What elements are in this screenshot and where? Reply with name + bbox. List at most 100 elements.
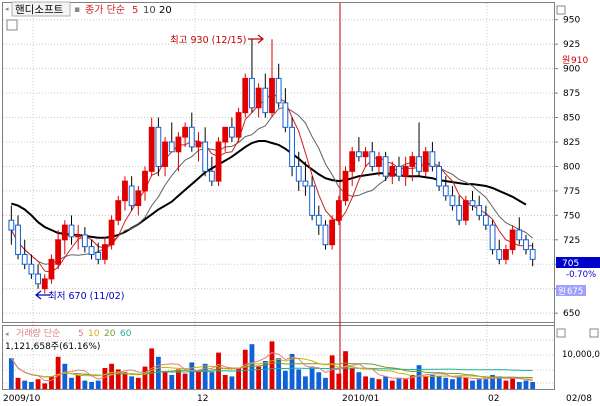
- candle-body: [255, 87, 262, 109]
- volume-bar: [229, 376, 235, 389]
- candle-body: [416, 156, 422, 172]
- candle-body: [135, 190, 142, 207]
- x-tick-label: 2009/10: [3, 394, 41, 404]
- candle-body: [102, 244, 108, 260]
- candle-body: [489, 224, 496, 251]
- volume-bar: [443, 377, 449, 389]
- y-tick-label: 800: [563, 162, 580, 172]
- volume-bar: [242, 349, 248, 389]
- candle-body: [315, 214, 322, 226]
- volume-bar: [470, 380, 475, 389]
- candle-body: [322, 224, 329, 246]
- volume-bar: [416, 365, 422, 389]
- candle-body: [28, 263, 35, 275]
- volume-bar: [22, 380, 28, 389]
- volume-bar: [49, 376, 54, 389]
- candle-body: [469, 200, 476, 207]
- volume-bar: [162, 372, 168, 389]
- current-price-box: [556, 257, 600, 268]
- candle-body: [355, 151, 362, 158]
- volume-arrow: ◂: [5, 330, 9, 338]
- volume-bar: [289, 354, 295, 389]
- volume-bar: [182, 373, 188, 389]
- candle-body: [436, 165, 442, 187]
- candles: [8, 39, 536, 294]
- high-annotation: 최고 930 (12/15): [170, 35, 246, 46]
- vma-period-5: 5: [78, 329, 84, 339]
- candle-body: [61, 224, 68, 241]
- volume-bar: [336, 373, 342, 389]
- candle-body: [456, 205, 463, 221]
- volume-bar: [403, 379, 409, 389]
- low-annotation: 최저 670 (11/02): [48, 291, 124, 302]
- y-tick-label: 900: [563, 65, 580, 75]
- candle-body: [95, 252, 102, 260]
- volume-bar: [135, 377, 141, 389]
- volume-bar: [309, 366, 315, 389]
- stock-name[interactable]: 핸디소프트: [15, 4, 64, 16]
- volume-bar: [323, 377, 328, 389]
- price-unit-label: 원: [562, 55, 570, 66]
- volume-bar: [42, 383, 48, 389]
- low-badge-box: [556, 285, 586, 296]
- volume-bar: [490, 375, 495, 389]
- options-checkbox[interactable]: [6, 19, 18, 31]
- volume-bar: [236, 368, 241, 389]
- volume-bar: [28, 382, 34, 389]
- y-tick-label: 875: [563, 89, 580, 99]
- candle-body: [75, 234, 82, 238]
- candle-body: [269, 77, 275, 114]
- candle-body: [55, 239, 62, 265]
- volume-bar: [122, 372, 128, 389]
- candle-body: [309, 185, 316, 216]
- axis-checkbox[interactable]: [556, 5, 566, 15]
- stock-name-arrow: ◂: [5, 5, 9, 13]
- candle-body: [369, 151, 376, 167]
- volume-bar: [155, 356, 161, 389]
- candle-body: [222, 126, 229, 143]
- candle-body: [162, 141, 168, 167]
- volume-bar: [316, 372, 322, 389]
- candle-body: [516, 229, 523, 241]
- volume-axis-checkbox[interactable]: [556, 328, 566, 338]
- y-tick-label: 925: [563, 40, 580, 50]
- volume-axis-checkbox-2[interactable]: [589, 328, 599, 338]
- volume-bar: [303, 376, 308, 389]
- price-badge-value: 910: [571, 56, 588, 66]
- vma-period-10: 10: [88, 329, 100, 339]
- volume-bar: [296, 369, 302, 389]
- x-tick-label: 2010/01: [342, 394, 379, 404]
- volume-bar: [142, 366, 148, 389]
- candle-body: [429, 151, 436, 167]
- volume-ma10-line: [10, 357, 533, 380]
- volume-bar: [222, 375, 228, 389]
- candle-body: [335, 200, 342, 221]
- volume-bar: [396, 377, 402, 389]
- candle-body: [529, 249, 536, 260]
- candle-body: [195, 141, 202, 148]
- volume-bar: [282, 370, 288, 389]
- candle-body: [168, 141, 175, 153]
- volume-bar: [276, 358, 282, 389]
- stock-name-box[interactable]: [11, 1, 71, 17]
- x-tick-label: 02/08: [566, 394, 592, 404]
- volume-bar: [503, 380, 509, 389]
- volume-bar: [269, 341, 275, 389]
- candle-body: [88, 246, 95, 255]
- volume-bar: [15, 377, 21, 389]
- volume-bar: [523, 380, 529, 389]
- ma-period-5: 5: [132, 5, 138, 16]
- volume-bar: [496, 376, 502, 389]
- y-tick-label: 850: [563, 114, 580, 124]
- candle-body: [442, 185, 449, 197]
- candle-body: [382, 156, 389, 177]
- candle-body: [202, 141, 209, 172]
- volume-bar: [516, 382, 522, 389]
- candle-body: [275, 77, 282, 104]
- y-tick-label: 650: [563, 309, 580, 319]
- volume-bar: [363, 376, 368, 389]
- candle-body: [449, 195, 456, 207]
- vma-period-20: 20: [104, 329, 116, 339]
- candle-body: [482, 214, 489, 226]
- volume-bar: [109, 363, 115, 389]
